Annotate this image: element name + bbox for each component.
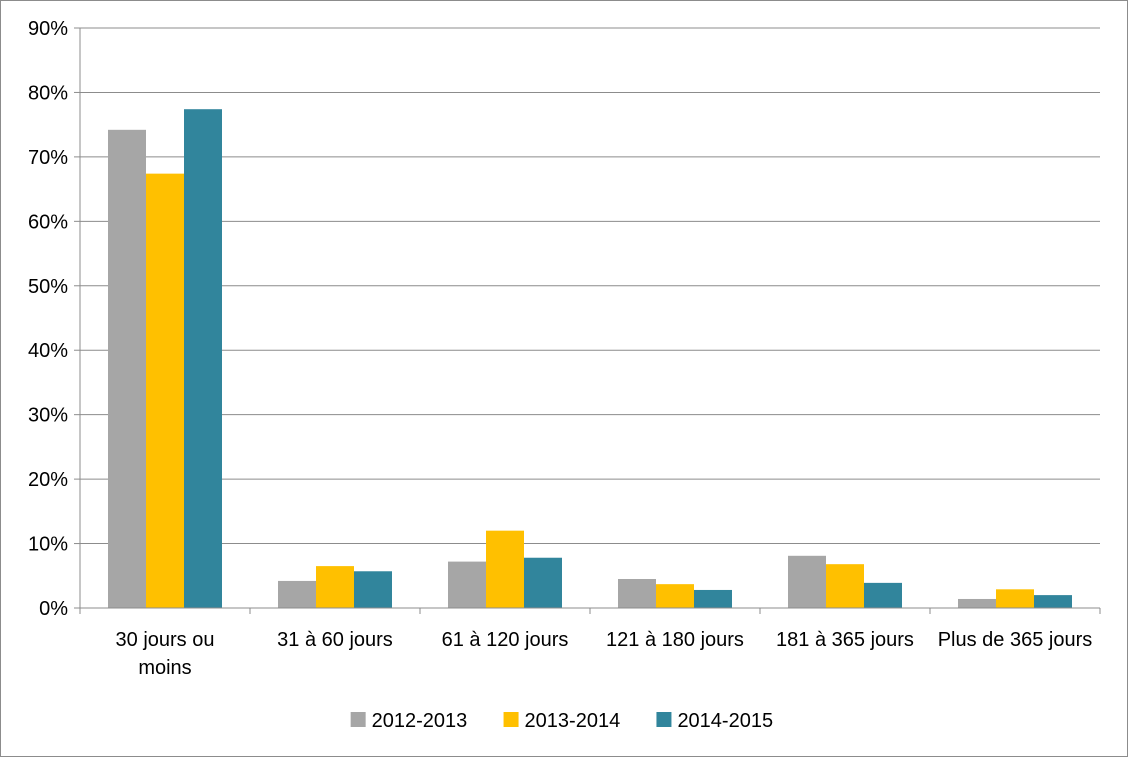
bar-2013-2014-cat-4 [656,584,694,608]
y-tick-label: 80% [28,82,68,104]
x-axis-category-labels: 30 jours ou moins 31 à 60 jours 61 à 120 jo… [116,629,1093,679]
bar-2012-2013-cat-4 [618,579,656,608]
bar-2014-2015-cat-1 [184,109,222,608]
y-tick-label: 30% [28,405,68,427]
bar-2014-2015-cat-5 [864,582,902,608]
legend-swatch [503,712,519,727]
gridlines [80,27,1100,545]
bar-2013-2014-cat-6 [996,589,1034,608]
bar-2013-2014-cat-5 [826,564,864,608]
bar-2013-2014-cat-1 [146,173,184,608]
x-category-label: moins [138,657,191,679]
y-tick-label: 50% [28,276,68,298]
y-tick-label: 0% [39,598,68,620]
y-tick-label: 20% [28,469,68,491]
x-category-label: Plus de 365 jours [938,629,1093,651]
legend-label: 2013-2014 [525,710,621,732]
bar-2012-2013-cat-1 [108,129,146,609]
x-category-label: 30 jours ou [116,629,215,651]
bar-2014-2015-cat-4 [694,589,732,608]
legend-swatch [350,712,366,727]
bar-2013-2014-cat-3 [486,530,524,608]
bar-2013-2014-cat-2 [316,566,354,608]
x-category-label: 61 à 120 jours [442,629,569,651]
x-category-label: 31 à 60 jours [277,629,393,651]
y-axis-tick-labels: 0% 10% 20% 30% 40% 50% 60% 70% 80% 90% [28,18,68,620]
legend: 2012-2013 2013-2014 2014-2015 [350,710,773,732]
bar-2014-2015-cat-2 [354,571,392,608]
x-category-label: 181 à 365 jours [776,629,914,651]
bar-2014-2015-cat-3 [524,557,562,608]
bar-2012-2013-cat-3 [448,561,486,608]
x-category-label: 121 à 180 jours [606,629,744,651]
y-tick-label: 40% [28,340,68,362]
legend-label: 2012-2013 [372,710,468,732]
bar-2014-2015-cat-6 [1034,595,1072,608]
legend-label: 2014-2015 [677,710,773,732]
bars [108,109,1072,609]
y-tick-label: 90% [28,18,68,40]
bar-2012-2013-cat-2 [278,580,316,608]
y-tick-label: 70% [28,147,68,169]
axes [74,27,1101,614]
legend-swatch [656,712,672,727]
bar-2012-2013-cat-5 [788,555,826,608]
y-tick-label: 10% [28,534,68,556]
bar-2012-2013-cat-6 [958,598,996,608]
y-tick-label: 60% [28,211,68,233]
